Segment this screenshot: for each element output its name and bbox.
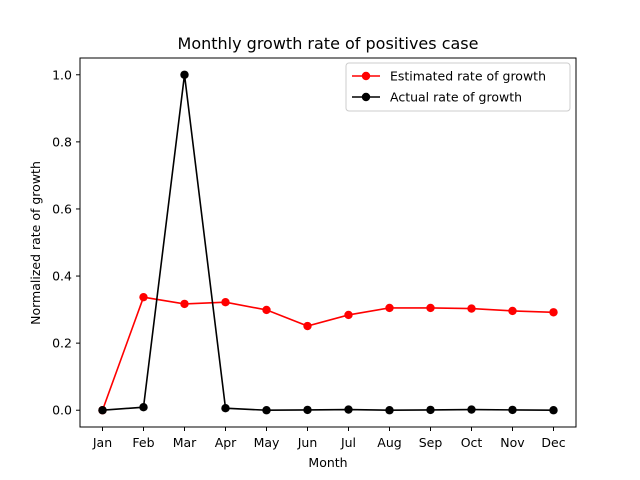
legend-box [345,62,571,112]
data-point [180,70,189,79]
data-point [139,292,148,302]
y-tick-label: 0.2 [52,336,72,351]
y-tick-label: 0.6 [52,201,72,216]
y-tick-label: 0.0 [52,403,72,418]
plot-frame [79,57,577,428]
data-point [467,405,476,414]
data-point [426,303,435,313]
legend-label: Actual rate of growth [390,90,522,105]
data-point [344,405,353,414]
data-point [508,306,517,316]
series-line [102,74,554,412]
data-point [426,405,435,415]
data-point [303,321,312,331]
data-point [139,403,148,412]
chart-title: Monthly growth rate of positives case [178,34,479,53]
data-point [180,299,189,309]
x-tick-label: Aug [377,435,401,450]
x-tick-label: Jul [340,435,356,450]
x-tick-label: May [254,435,280,450]
data-point [262,406,271,415]
x-tick-label: Feb [132,435,154,450]
x-tick-label: Jun [297,435,318,450]
x-tick-label: Apr [215,435,237,450]
data-point [549,308,558,317]
plot-area: Jan Feb Mar Apr May Jun Jul Aug Sep Oct Nov Dec 0.0 0… [52,57,577,450]
data-point [385,406,394,415]
data-point [344,310,353,320]
data-point [221,404,230,413]
data-point [98,406,107,415]
y-tick-label: 0.4 [52,269,72,284]
y-tick-label: 1.0 [52,67,72,82]
x-tick-label: Nov [500,435,525,450]
x-tick-label: Sep [419,435,443,450]
legend-swatch-marker [361,71,371,81]
legend-label: Estimated rate of growth [390,69,546,84]
data-point [467,304,476,313]
data-point [303,405,312,415]
x-tick-label: Mar [173,435,197,450]
x-tick-label: Dec [541,435,565,450]
y-tick-label: 0.8 [52,134,72,149]
y-axis-label: Normalized rate of growth [28,161,43,325]
x-tick-label: Jan [92,435,112,450]
data-point [221,298,230,307]
data-point [385,303,394,313]
x-tick-label: Oct [461,435,483,450]
x-axis-label: Month [308,455,347,470]
legend: Estimated rate of growth Actual rate of g… [345,62,571,112]
series-line [101,296,554,411]
data-point [549,406,558,415]
data-point [508,405,517,415]
data-point [262,305,271,315]
legend-swatch-marker [361,92,371,102]
